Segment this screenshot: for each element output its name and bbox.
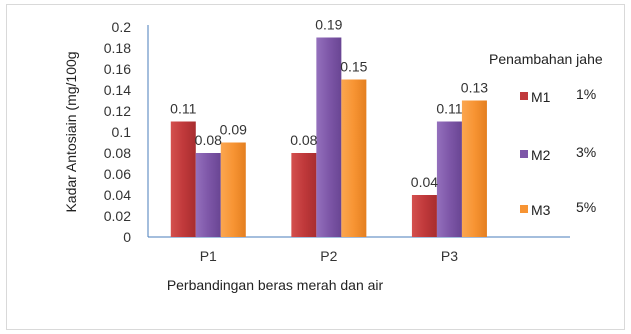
data-label: 0.09 — [220, 122, 247, 138]
y-axis-title: Kadar Antosiain (mg/100g — [63, 51, 79, 212]
legend-swatch-m1 — [520, 92, 528, 100]
x-tick-label: P2 — [320, 248, 337, 264]
legend-label-m2: M2 — [531, 147, 551, 163]
y-tick-label: 0.02 — [104, 208, 131, 224]
bar-m1-p3 — [411, 195, 437, 237]
data-label: 0.08 — [290, 132, 317, 148]
legend-pct-m1: 1% — [576, 86, 596, 102]
legend-label-m1: M1 — [531, 89, 551, 105]
legend-swatch-m3 — [520, 205, 528, 213]
bar-m2-p3 — [436, 121, 462, 237]
y-tick-label: 0.1 — [112, 124, 132, 140]
y-tick-label: 0 — [123, 229, 131, 245]
bar-m3-p2 — [341, 79, 367, 237]
y-tick-label: 0.04 — [104, 187, 131, 203]
data-label: 0.08 — [195, 132, 222, 148]
y-tick-label: 0.06 — [104, 166, 131, 182]
bar-m1-p1 — [170, 121, 196, 237]
legend-title: Penambahan jahe — [489, 51, 603, 67]
bar-m2-p1 — [195, 153, 221, 237]
x-tick-labels: P1 P2 P3 — [200, 248, 458, 264]
x-axis-title: Perbandingan beras merah dan air — [167, 277, 384, 293]
data-label: 0.04 — [411, 174, 438, 190]
legend-swatch-m2 — [520, 150, 528, 158]
y-tick-label: 0.12 — [104, 103, 131, 119]
chart-frame — [6, 4, 625, 330]
x-tick-label: P3 — [441, 248, 458, 264]
data-label: 0.11 — [170, 101, 196, 117]
data-label: 0.19 — [315, 17, 342, 33]
y-tick-label: 0.2 — [112, 19, 132, 35]
y-tick-label: 0.08 — [104, 145, 131, 161]
bar-m3-p3 — [461, 100, 487, 237]
legend-pct-m3: 5% — [576, 199, 596, 215]
data-label: 0.11 — [436, 101, 462, 117]
data-labels: 0.110.080.090.080.190.150.040.110.13 — [170, 17, 488, 191]
y-tick-label: 0.18 — [104, 40, 131, 56]
y-tick-label: 0.14 — [104, 82, 131, 98]
bar-m3-p1 — [220, 142, 246, 237]
data-label: 0.15 — [340, 59, 367, 75]
y-tick-labels: 0 0.02 0.04 0.06 0.08 0.1 0.12 0.14 0.16 0.18 0.2 — [104, 19, 131, 245]
data-label: 0.13 — [461, 80, 488, 96]
legend-label-m3: M3 — [531, 202, 551, 218]
legend: Penambahan jahe M1 1% M2 3% M3 5% — [489, 51, 603, 218]
bar-m2-p2 — [316, 37, 342, 237]
bar-m1-p2 — [291, 153, 317, 237]
y-tick-label: 0.16 — [104, 61, 131, 77]
bars — [170, 37, 487, 237]
x-tick-label: P1 — [200, 248, 217, 264]
legend-pct-m2: 3% — [576, 144, 596, 160]
